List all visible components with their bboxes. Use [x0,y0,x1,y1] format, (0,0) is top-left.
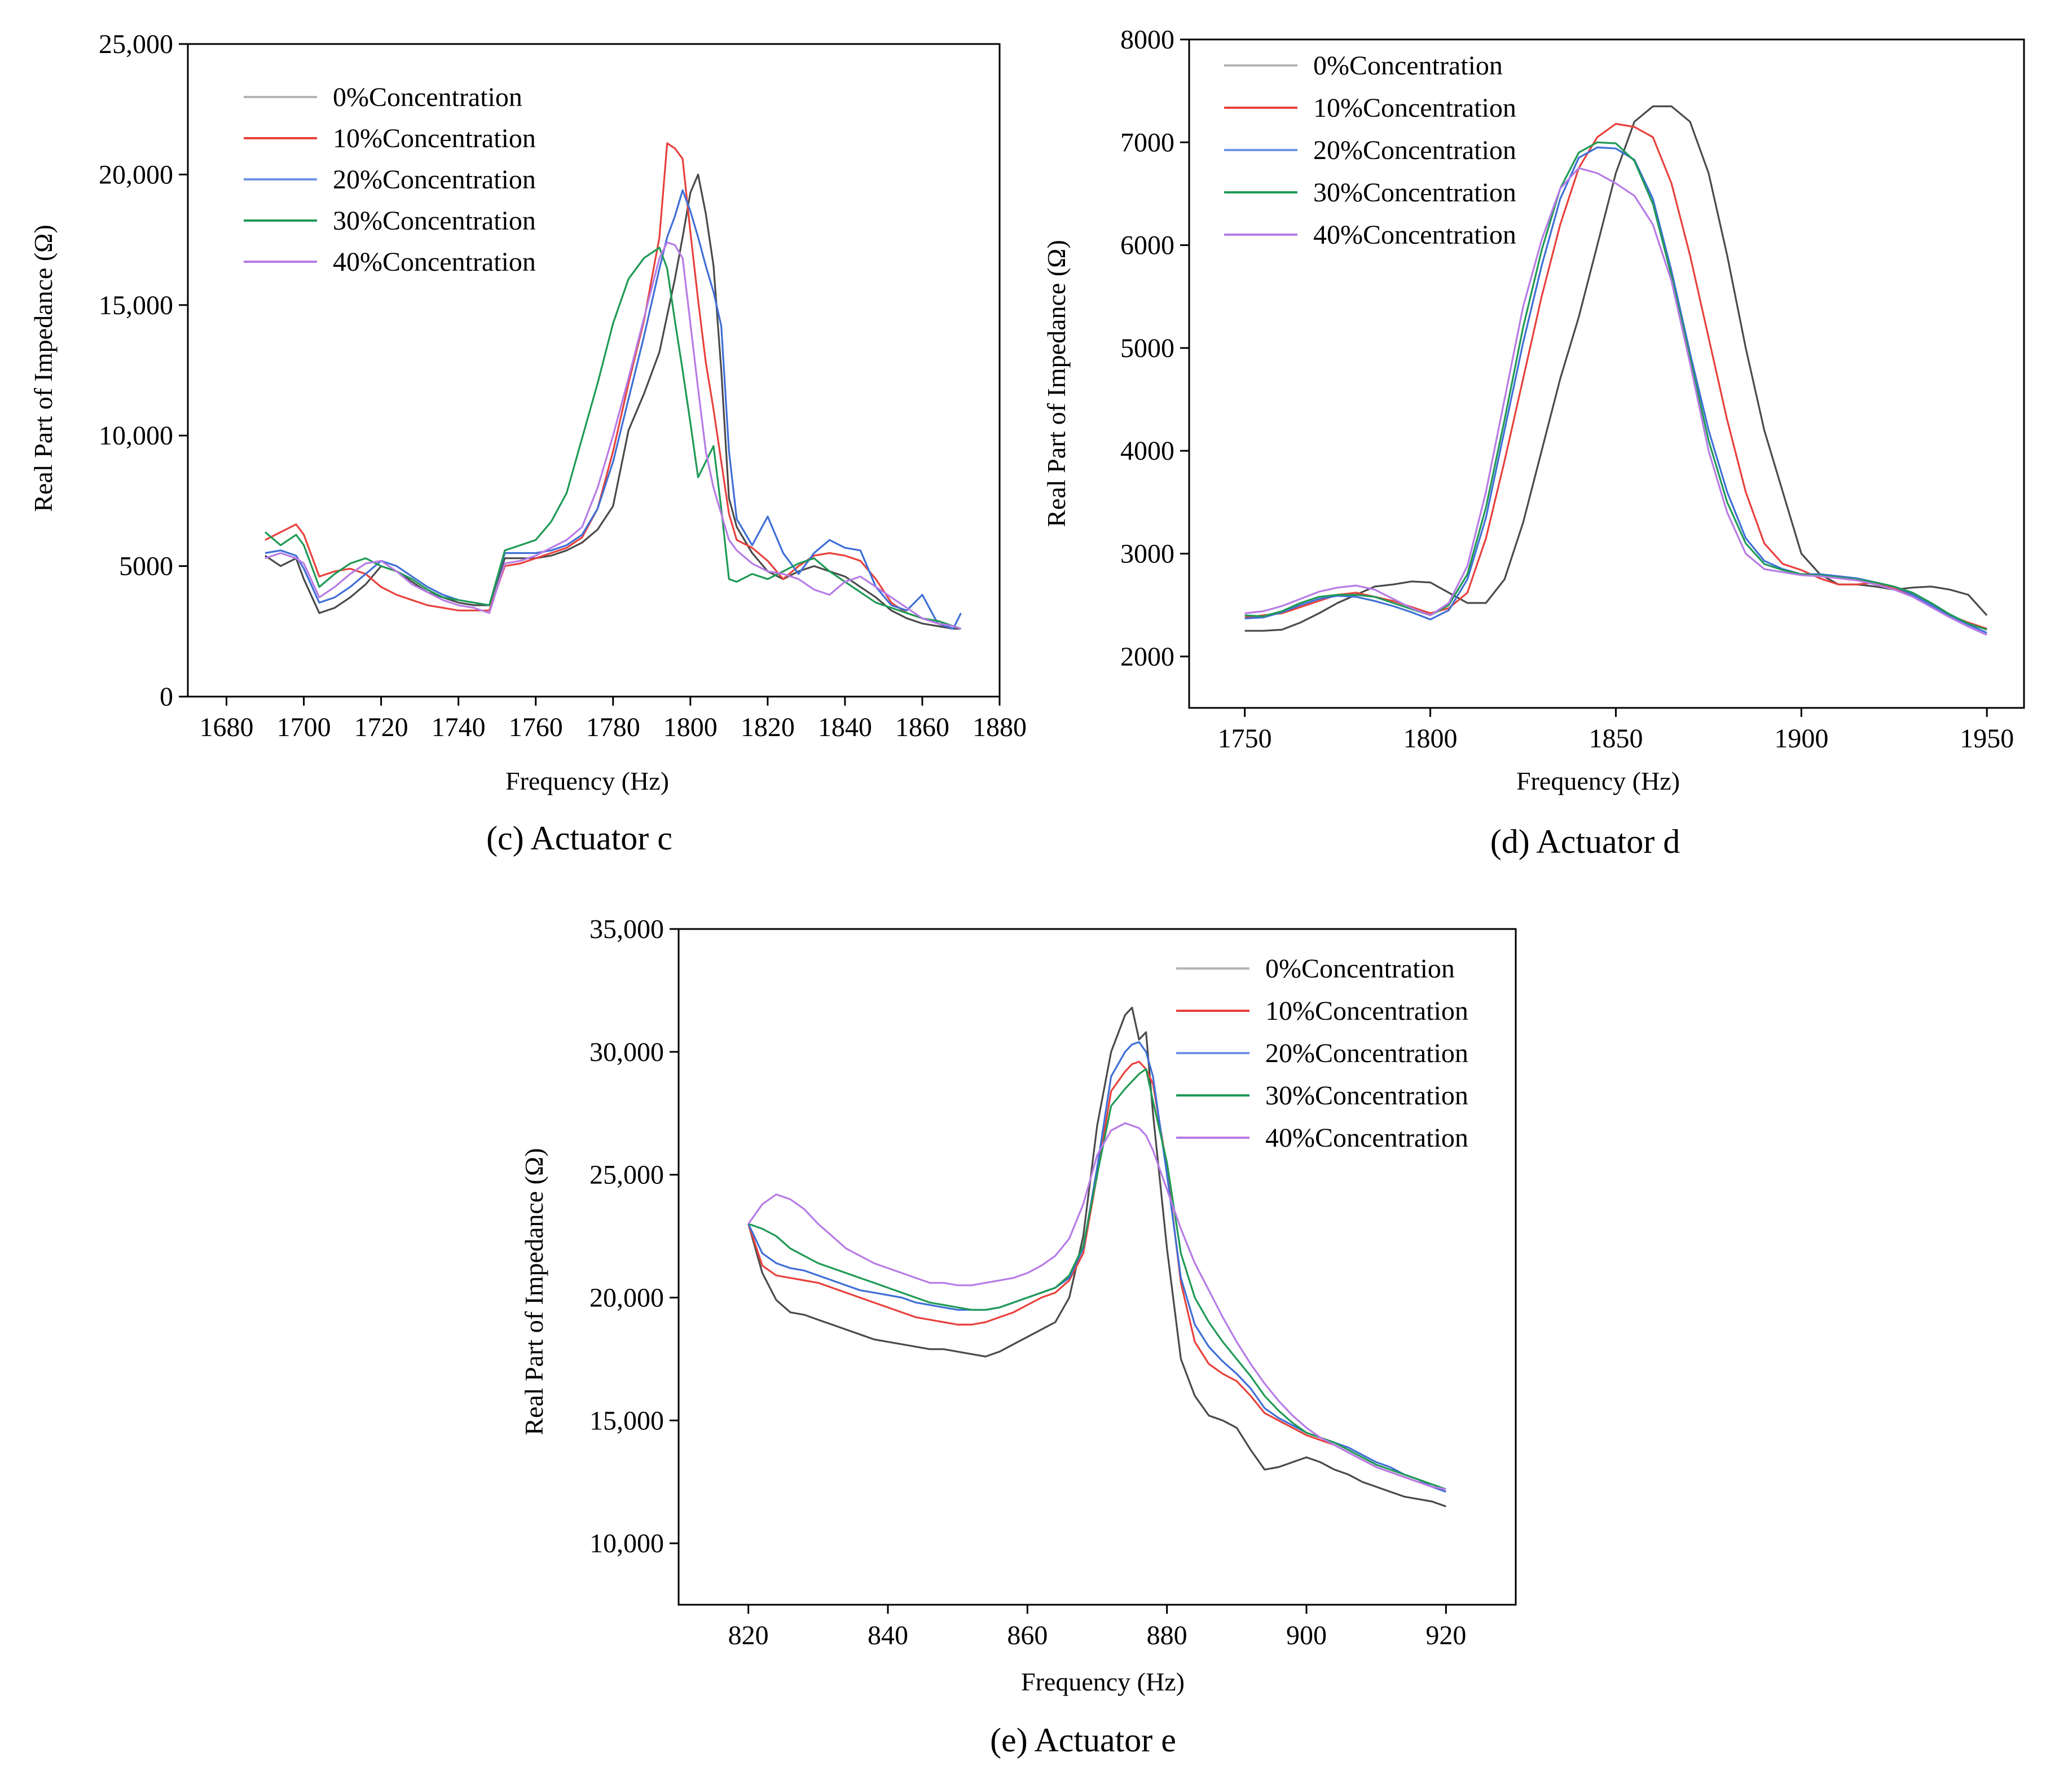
y-tick-label: 20,000 [99,160,173,190]
y-tick-label: 7000 [1120,127,1174,157]
x-tick-label: 880 [1147,1621,1187,1650]
x-tick-label: 1800 [1403,724,1458,754]
plot-area-e [677,928,1517,1606]
legend-label: 0%Concentration [1313,51,1503,81]
x-tick-label: 1740 [432,712,486,742]
x-tick-label: 900 [1286,1621,1327,1650]
x-tick-label: 1720 [354,712,408,742]
legend-label: 30%Concentration [333,206,536,236]
caption-c: (c) Actuator c [486,820,672,857]
y-tick-label: 25,000 [589,1160,664,1190]
legend-label: 10%Concentration [1265,996,1468,1026]
x-tick-label: 920 [1425,1621,1466,1650]
x-tick-label: 1950 [1960,724,2014,754]
x-tick-label: 1680 [200,712,254,742]
x-tick-label: 860 [1007,1621,1048,1650]
y-tick-label: 25,000 [99,29,173,59]
series-line-40pct-concentration [1244,167,1987,636]
legend-label: 30%Concentration [1265,1081,1468,1111]
x-axis-label-e: Frequency (Hz) [1021,1667,1185,1696]
y-axis-label-e: Real Part of Impedance (Ω) [520,1148,548,1435]
plot-area-c [187,43,1001,698]
series-line-0pct-concentration [747,1006,1446,1508]
x-tick-label: 1700 [277,712,331,742]
legend-e: 0%Concentration 10%Concentration 20%Concen… [1176,954,1468,1153]
x-tick-label: 1880 [973,712,1027,742]
y-tick-label: 3000 [1120,539,1174,569]
legend-label: 20%Concentration [1265,1038,1468,1068]
series-line-30pct-concentration [264,246,962,630]
series-line-0pct-concentration [1244,105,1988,632]
x-tick-label: 1840 [818,712,872,742]
x-axis-label-d: Frequency (Hz) [1516,767,1680,795]
x-tick-label: 1860 [895,712,949,742]
legend-label: 40%Concentration [333,247,536,277]
y-tick-label: 0 [160,682,173,712]
y-tick-label: 15,000 [99,290,173,320]
y-axis-label-c: Real Part of Impedance (Ω) [29,224,58,512]
legend-label: 20%Concentration [333,165,536,195]
plot-area-d [1188,38,2025,709]
legend-label: 20%Concentration [1313,135,1516,165]
caption-e: (e) Actuator e [990,1721,1176,1759]
x-tick-label: 1850 [1589,724,1643,754]
legend-label: 40%Concentration [1265,1123,1468,1153]
legend-label: 0%Concentration [333,82,522,112]
chart-panel-c: 1680 1700 1720 1740 1760 1780 1800 1820 1840 1860… [29,29,1027,857]
x-tick-label: 820 [728,1621,769,1650]
y-tick-label: 10,000 [99,421,173,451]
y-tick-label: 5000 [119,552,173,582]
chart-panel-d: 1750 1800 1850 1900 1950 2000 3000 4000 5000 6000… [1042,25,2025,860]
chart-panel-e: 820 840 860 880 900 920 10,000 15,000 20,000 25,0… [520,914,1517,1759]
y-tick-label: 4000 [1120,436,1174,466]
legend-label: 10%Concentration [1313,93,1516,123]
legend-label: 30%Concentration [1313,178,1516,208]
y-tick-label: 10,000 [589,1529,664,1558]
x-tick-label: 1800 [663,712,718,742]
series-line-10pct-concentration [265,142,962,630]
series-line-30pct-concentration [1244,141,1987,631]
y-tick-label: 6000 [1120,231,1174,261]
series-line-40pct-concentration [747,1122,1446,1490]
legend-label: 0%Concentration [1265,954,1455,984]
y-tick-label: 20,000 [589,1283,664,1313]
y-tick-label: 35,000 [589,914,664,944]
caption-d: (d) Actuator d [1490,823,1680,860]
y-tick-label: 8000 [1120,25,1174,55]
x-tick-label: 1820 [741,712,795,742]
y-tick-label: 2000 [1120,642,1174,672]
x-tick-label: 840 [868,1621,908,1650]
legend-label: 40%Concentration [1313,220,1516,250]
series-line-20pct-concentration [265,189,962,630]
x-tick-label: 1900 [1774,724,1828,754]
x-tick-label: 1780 [586,712,640,742]
y-axis-label-d: Real Part of Impedance (Ω) [1042,240,1071,527]
y-tick-label: 15,000 [589,1406,664,1436]
y-tick-label: 30,000 [589,1037,664,1067]
x-tick-label: 1760 [509,712,563,742]
series-line-10pct-concentration [747,1060,1446,1493]
x-axis-label-c: Frequency (Hz) [505,767,669,795]
legend-c: 0%Concentration 10%Concentration 20%Concen… [244,82,536,277]
y-tick-label: 5000 [1120,333,1174,363]
series-line-40pct-concentration [265,241,962,630]
x-tick-label: 1750 [1218,724,1272,754]
legend-label: 10%Concentration [333,124,536,153]
legend-d: 0%Concentration 10%Concentration 20%Concen… [1224,51,1516,250]
